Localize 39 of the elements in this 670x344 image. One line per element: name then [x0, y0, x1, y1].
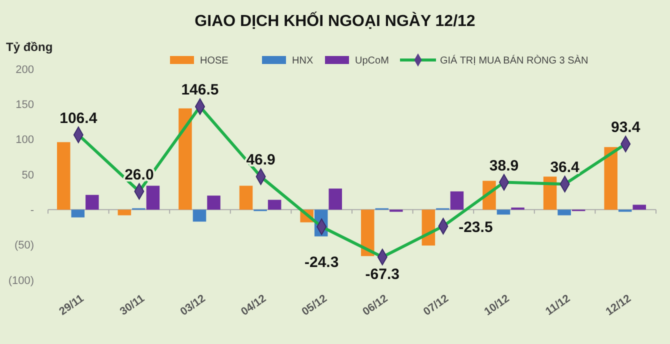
data-label: 106.4 [60, 110, 98, 127]
y-tick-label: - [30, 204, 34, 217]
bar [207, 196, 220, 210]
bar [496, 210, 510, 215]
data-label: 38.9 [489, 157, 519, 174]
data-label: 46.9 [246, 152, 276, 169]
legend-label: HOSE [200, 56, 229, 66]
bar [268, 200, 282, 210]
y-tick-label: (100) [8, 274, 34, 287]
chart-title: GIAO DỊCH KHỐI NGOẠI NGÀY 12/12 [194, 11, 476, 30]
bar [146, 186, 160, 210]
bar [86, 194, 99, 210]
bar [361, 210, 374, 256]
bar [71, 210, 85, 218]
data-label: -67.3 [365, 266, 400, 283]
data-label: -24.3 [304, 254, 339, 271]
legend-label: HNX [292, 56, 314, 66]
bar [178, 108, 192, 210]
y-axis-title: Tỷ đồng [6, 40, 53, 54]
y-tick-label: 50 [22, 169, 34, 182]
data-label: 146.5 [181, 82, 219, 99]
data-label: 93.4 [611, 118, 641, 136]
legend-label: UpCoM [355, 56, 389, 66]
bar [192, 210, 206, 222]
bar [632, 204, 646, 210]
bar [328, 188, 342, 210]
bar [118, 210, 132, 216]
bar [57, 142, 70, 210]
y-tick-label: (50) [14, 240, 34, 252]
data-label: 36.4 [550, 159, 580, 176]
y-tick-label: 200 [16, 64, 34, 76]
bar [604, 147, 618, 210]
bar [450, 191, 464, 210]
y-tick-label: 150 [16, 99, 34, 112]
legend-label: GIÁ TRỊ MUA BÁN RÒNG 3 SÀN [440, 54, 588, 66]
y-tick-label: 100 [16, 134, 34, 146]
bar [558, 210, 571, 216]
bar [239, 186, 253, 210]
data-label: -23.5 [458, 219, 493, 236]
